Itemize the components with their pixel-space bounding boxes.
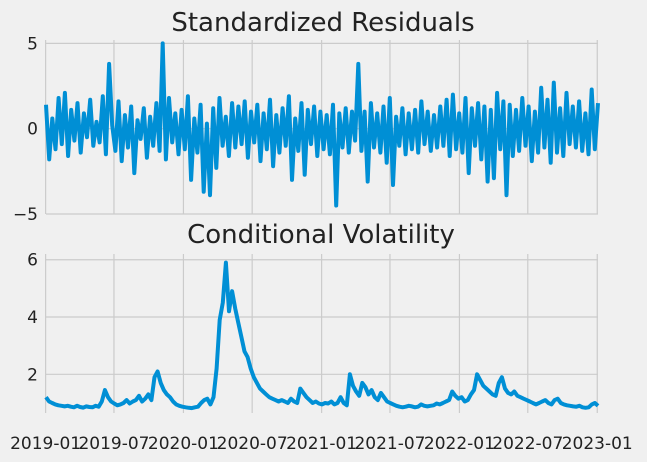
y-tick-label: 5: [27, 34, 38, 54]
x-tick-label: 2021-01: [286, 434, 357, 454]
y-tick-label: 2: [27, 365, 38, 385]
x-tick-label: 2021-07: [354, 434, 425, 454]
residuals-y-ticks: 5 0 −5: [13, 34, 38, 225]
residuals-series-line: [44, 41, 600, 208]
y-tick-label: −5: [13, 205, 38, 225]
x-tick-label: 2019-01: [10, 434, 81, 454]
x-tick-label: 2020-01: [148, 434, 219, 454]
y-tick-label: 0: [27, 120, 38, 140]
volatility-y-ticks: 6 4 2: [27, 251, 38, 386]
volatility-x-ticks: 2019-012019-072020-012020-072021-012021-…: [10, 434, 633, 454]
volatility-grid: [45, 254, 598, 413]
x-tick-label: 2020-07: [217, 434, 288, 454]
x-tick-label: 2022-01: [424, 434, 495, 454]
residuals-series-group: [44, 41, 600, 208]
volatility-series-line: [44, 260, 600, 411]
volatility-series-group: [44, 260, 600, 411]
y-tick-label: 4: [27, 308, 38, 328]
volatility-panel: Conditional Volatility 6 4 2 2019-012019-0…: [10, 220, 633, 454]
x-tick-label: 2019-07: [78, 434, 149, 454]
residuals-panel: Standardized Residuals 5 0 −5: [13, 8, 600, 225]
x-tick-label: 2022-07: [492, 434, 563, 454]
volatility-title: Conditional Volatility: [187, 220, 455, 250]
residuals-title: Standardized Residuals: [171, 8, 474, 38]
y-tick-label: 6: [27, 251, 38, 271]
x-tick-label: 2023-01: [562, 434, 633, 454]
